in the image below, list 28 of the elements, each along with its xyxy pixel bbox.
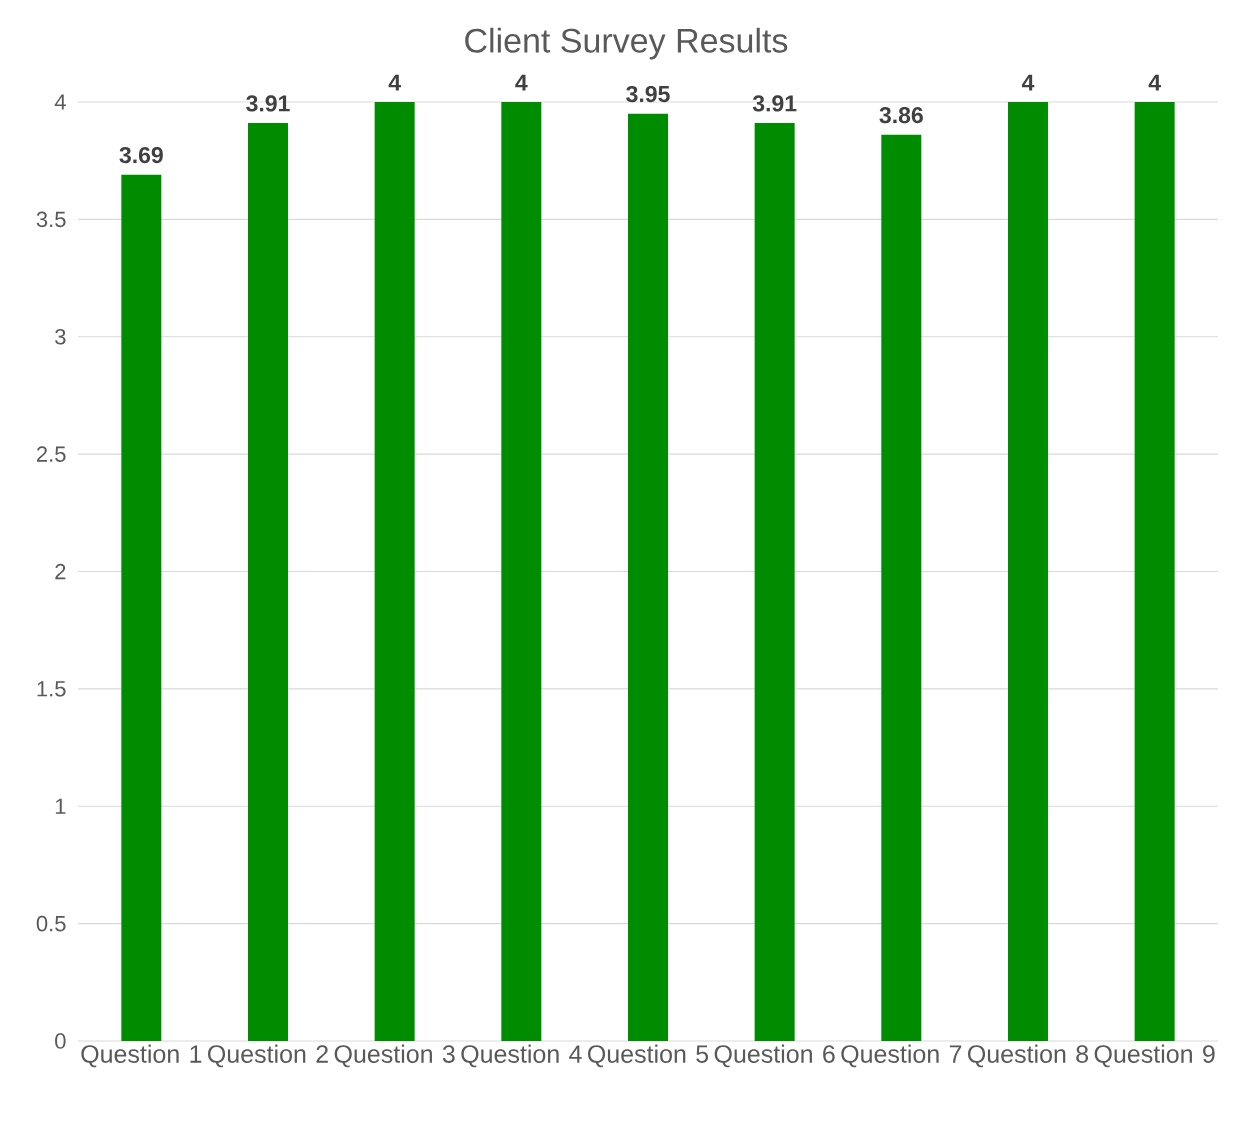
x-tick-label: Question 7 (841, 1044, 962, 1068)
data-label: 3.91 (246, 95, 290, 112)
data-label: 4 (388, 74, 401, 91)
y-tick-label: 1 (55, 798, 66, 814)
x-tick-label: Question 1 (81, 1044, 202, 1068)
chart-title: Client Survey Results (465, 27, 788, 60)
x-tick-label: Question 8 (968, 1044, 1089, 1068)
x-tick-label: Question 5 (588, 1044, 709, 1068)
x-tick-label: Question 3 (334, 1044, 455, 1068)
x-tick-label: Question 4 (461, 1044, 582, 1068)
data-label: 4 (515, 74, 528, 91)
data-label: 3.69 (119, 146, 163, 164)
data-label: 3.86 (879, 107, 923, 124)
y-tick-label: 0.5 (36, 915, 66, 932)
data-label: 3.95 (626, 85, 670, 103)
x-tick-label: Question 2 (208, 1044, 328, 1068)
y-tick-label: 2 (55, 563, 66, 580)
data-label: 3.91 (752, 95, 797, 112)
data-label: 4 (1148, 74, 1161, 91)
y-tick-label: 3 (55, 328, 66, 345)
x-tick-label: Question 9 (1094, 1044, 1215, 1068)
y-tick-label: 3.5 (36, 211, 66, 228)
x-tick-label: Question 6 (714, 1044, 835, 1068)
y-tick-label: 1.5 (37, 681, 66, 697)
y-tick-label: 0 (55, 1033, 66, 1049)
y-tick-label: 2.5 (37, 446, 66, 462)
data-label: 4 (1021, 74, 1035, 91)
y-tick-label: 4 (54, 94, 66, 110)
